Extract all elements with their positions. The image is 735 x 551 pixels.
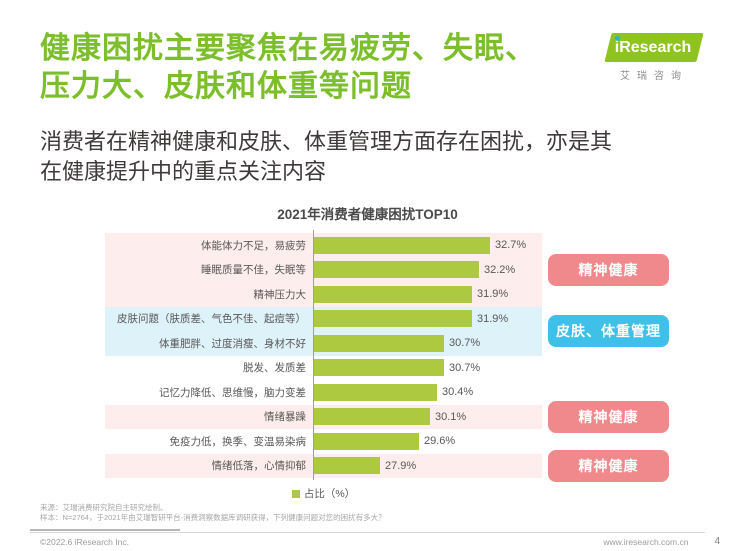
bar-value-label: 32.7%	[495, 239, 527, 252]
bar-category-label: 精神压力大	[253, 288, 307, 301]
chart-title: 2021年消费者健康困扰TOP10	[277, 207, 458, 222]
bar-category-label: 免疫力低，换季、变温易染病	[169, 435, 307, 448]
bar-value-label: 32.2%	[484, 263, 516, 276]
chart-row: 精神压力大 31.9%	[105, 282, 542, 307]
page-title-line2: 压力大、皮肤和体重等问题	[40, 70, 412, 103]
bar-category-label: 情绪低落，心情抑郁	[211, 460, 307, 473]
chart-axis-line	[313, 230, 314, 480]
bar-value-label: 31.9%	[477, 312, 509, 325]
bar-area: 32.7%	[313, 233, 542, 258]
bar-area: 31.9%	[313, 282, 542, 307]
chart-row: 皮肤问题（肤质差、气色不佳、起痘等） 31.9%	[105, 306, 542, 332]
bar-category-label: 脱发、发质差	[243, 362, 306, 375]
bar-category-label: 记忆力降低、思维慢，脑力变差	[159, 386, 306, 399]
page-title: 健康困扰主要聚焦在易疲劳、失眠、 压力大、皮肤和体重等问题	[40, 30, 600, 106]
chart-rows: 体能体力不足，易疲劳 32.7% 睡眠质量不佳，失眠等 32.2% 精神压力大 31.9%…	[105, 233, 542, 478]
subtitle-line1: 消费者在精神健康和皮肤、体重管理方面存在困扰，亦是其	[40, 129, 613, 154]
bar-category-label: 皮肤问题（肤质差、气色不佳、起痘等）	[117, 313, 306, 326]
footer-divider	[30, 532, 705, 533]
logo-wordmark: iResearch	[614, 39, 692, 56]
bar	[313, 408, 430, 426]
chart-row: 记忆力降低、思维慢，脑力变差 30.4%	[105, 380, 542, 405]
bar-category-label: 睡眠质量不佳，失眠等	[201, 264, 306, 277]
footer-bar: ©2022.6 iResearch Inc. www.iresearch.com…	[40, 536, 720, 547]
bar-area: 29.6%	[313, 429, 542, 454]
logo-chinese-name: 艾瑞咨询	[620, 71, 688, 82]
bar-value-label: 30.4%	[442, 386, 474, 399]
bar	[313, 310, 472, 328]
website-url: www.iresearch.com.cn	[603, 536, 689, 547]
bar-value-label: 29.6%	[424, 435, 456, 448]
category-badge: 精神健康	[548, 401, 669, 433]
footnote-sample: 样本：N=2764，于2021年由艾瑞智研平台-消费洞察数据库调研获得，下列健康…	[40, 513, 386, 522]
bar-category-label: 体重肥胖、过度消瘦、身材不好	[159, 337, 306, 350]
chart-row: 脱发、发质差 30.7%	[105, 356, 542, 381]
chart-row: 体重肥胖、过度消瘦、身材不好 30.7%	[105, 331, 542, 356]
bar	[313, 236, 490, 254]
bar-area: 27.9%	[313, 454, 542, 479]
bar-area: 30.1%	[313, 405, 542, 430]
bar	[313, 383, 437, 401]
bar-area: 30.7%	[313, 356, 542, 381]
bar-value-label: 30.7%	[449, 361, 481, 374]
bar-area: 32.2%	[313, 258, 542, 283]
page-title-line1: 健康困扰主要聚焦在易疲劳、失眠、	[40, 32, 536, 65]
legend-swatch-icon	[291, 490, 300, 498]
bar	[313, 261, 479, 279]
chart-row: 免疫力低，换季、变温易染病 29.6%	[105, 429, 542, 454]
page-number: 4	[714, 536, 720, 547]
bar-area: 31.9%	[313, 307, 542, 332]
bar-area: 30.4%	[313, 380, 542, 405]
chart-row: 睡眠质量不佳，失眠等 32.2%	[105, 257, 542, 283]
footer-divider-accent	[30, 529, 180, 531]
bar-value-label: 27.9%	[385, 459, 417, 472]
bar-area: 30.7%	[313, 331, 542, 356]
chart-legend: 占比（%）	[105, 486, 542, 501]
bar	[313, 432, 419, 450]
iresearch-logo: iResearch 艾瑞咨询	[604, 33, 704, 82]
slide-subtitle: 消费者在精神健康和皮肤、体重管理方面存在困扰，亦是其 在健康提升中的重点关注内容	[40, 127, 690, 187]
bar-value-label: 30.7%	[449, 337, 481, 350]
legend-label: 占比（%）	[303, 488, 356, 500]
bar	[313, 457, 380, 475]
chart-row: 情绪低落，心情抑郁 27.9%	[105, 453, 542, 479]
bar-category-label: 体能体力不足，易疲劳	[201, 239, 306, 252]
footnote-source: 来源：艾瑞消费研究院自主研究绘制。	[40, 503, 168, 512]
copyright-text: ©2022.6 iResearch Inc.	[40, 536, 129, 547]
bar-category-label: 情绪暴躁	[264, 411, 306, 424]
category-badge: 精神健康	[548, 450, 669, 482]
category-badge: 皮肤、体重管理	[548, 315, 669, 347]
bar-value-label: 31.9%	[477, 288, 509, 301]
subtitle-line2: 在健康提升中的重点关注内容	[40, 159, 327, 184]
footnotes: 来源：艾瑞消费研究院自主研究绘制。 样本：N=2764，于2021年由艾瑞智研平…	[40, 503, 660, 523]
chart-row: 情绪暴躁 30.1%	[105, 404, 542, 430]
logo-mark: iResearch	[604, 33, 704, 62]
bar	[313, 359, 444, 377]
bar	[313, 334, 444, 352]
category-badge: 精神健康	[548, 254, 669, 286]
logo-i-dot-icon	[615, 36, 620, 41]
bar-value-label: 30.1%	[435, 410, 467, 423]
chart-row: 体能体力不足，易疲劳 32.7%	[105, 233, 542, 258]
bar	[313, 285, 472, 303]
